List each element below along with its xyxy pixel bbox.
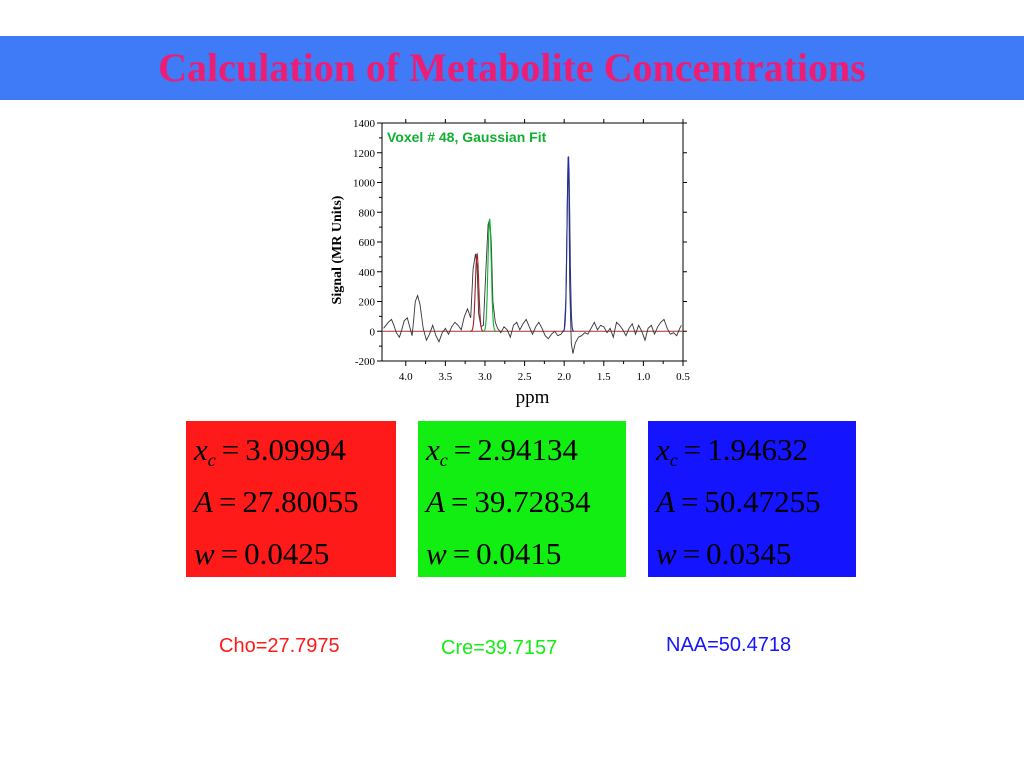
spectrum-line (383, 157, 682, 354)
y-tick-label: -200 (355, 356, 376, 368)
naa-center-line: xc = 1.94632 (656, 432, 808, 471)
cre-amplitude-line: A = 39.72834 (426, 484, 591, 519)
naa-width-line: w = 0.0345 (656, 536, 792, 571)
naa-fit-line (562, 156, 575, 332)
naa-center-value: 1.94632 (707, 432, 808, 467)
cho-width-line: w = 0.0425 (194, 536, 330, 571)
cho-fit-line (470, 252, 484, 332)
y-tick-label: 1400 (353, 118, 376, 130)
naa-amplitude-line: A = 50.47255 (656, 484, 821, 519)
cho-center-value: 3.09994 (245, 432, 346, 467)
y-tick-label: 400 (359, 267, 376, 279)
cre-amplitude-value: 39.72834 (474, 484, 591, 519)
title-bar: Calculation of Metabolite Concentrations (0, 36, 1024, 100)
cho-concentration: Cho=27.7975 (219, 635, 340, 657)
cre-center-line: xc = 2.94134 (426, 432, 578, 471)
x-tick-label: 4.0 (399, 371, 413, 383)
y-tick-label: 200 (359, 297, 376, 309)
y-axis-label: Signal (MR Units) (330, 195, 345, 304)
cre-fit-line (483, 218, 497, 332)
plot-frame (381, 122, 684, 362)
y-tick-label: 0 (370, 326, 376, 338)
y-tick-label: 1000 (353, 178, 376, 190)
naa-fit-parameters: xc = 1.94632 A = 50.47255 w = 0.0345 (648, 421, 856, 577)
cre-concentration: Cre=39.7157 (441, 637, 558, 659)
page-title: Calculation of Metabolite Concentrations (158, 45, 866, 90)
cho-fit-parameters: xc = 3.09994 A = 27.80055 w = 0.0425 (186, 421, 396, 577)
cho-width-value: 0.0425 (244, 536, 330, 571)
cre-width-line: w = 0.0415 (426, 536, 562, 571)
cre-fit-parameters: xc = 2.94134 A = 39.72834 w = 0.0415 (418, 421, 626, 577)
x-tick-label: 2.5 (518, 371, 532, 383)
naa-amplitude-value: 50.47255 (704, 484, 821, 519)
x-axis-label: ppm (516, 387, 550, 408)
y-tick-label: 1200 (353, 148, 376, 160)
x-tick-label: 3.0 (478, 371, 492, 383)
naa-concentration: NAA=50.4718 (666, 634, 792, 656)
chart-title: Voxel # 48, Gaussian Fit (387, 129, 547, 145)
x-tick-label: 1.0 (637, 371, 651, 383)
x-tick-label: 3.5 (438, 371, 452, 383)
x-tick-label: 0.5 (676, 371, 690, 383)
cho-center-line: xc = 3.09994 (194, 432, 346, 471)
y-tick-label: 600 (359, 237, 376, 249)
naa-width-value: 0.0345 (706, 536, 792, 571)
y-tick-label: 800 (359, 207, 376, 219)
x-tick-label: 2.0 (557, 371, 571, 383)
cre-width-value: 0.0415 (476, 536, 562, 571)
x-tick-label: 1.5 (597, 371, 611, 383)
cho-amplitude-line: A = 27.80055 (194, 484, 359, 519)
cre-center-value: 2.94134 (477, 432, 578, 467)
cho-amplitude-value: 27.80055 (242, 484, 359, 519)
